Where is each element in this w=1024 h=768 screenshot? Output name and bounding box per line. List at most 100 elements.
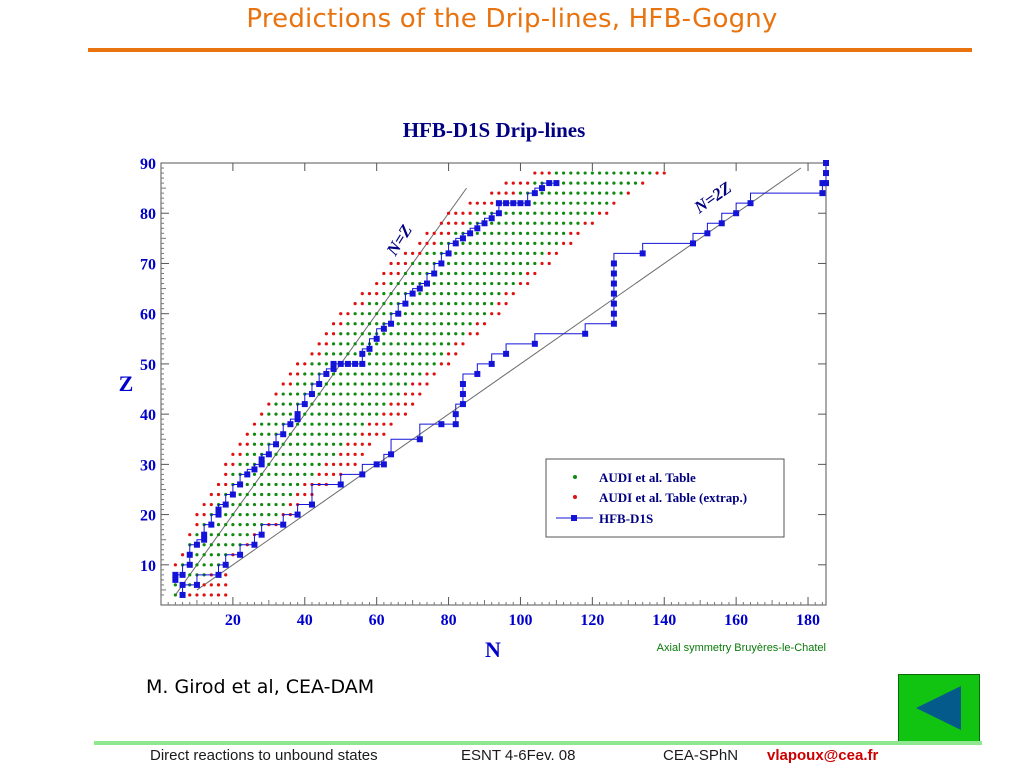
audi-point <box>303 422 307 426</box>
audi-point <box>281 492 285 497</box>
audi-point <box>461 261 465 266</box>
audi-point <box>360 412 364 416</box>
proton-drip-line-point <box>251 466 258 473</box>
audi-point <box>375 342 379 346</box>
audi-point <box>576 171 580 175</box>
audi-point <box>389 281 393 286</box>
audi-point <box>245 492 249 497</box>
proton-drip-line-point <box>294 411 301 418</box>
legend-label-hfb: HFB-D1S <box>599 511 653 526</box>
audi-point <box>403 271 408 276</box>
audi-point <box>547 191 551 195</box>
proton-drip-line-point <box>531 190 538 197</box>
audi-point <box>561 221 566 225</box>
audi-point <box>518 211 523 215</box>
y-axis-label: Z <box>119 371 134 396</box>
audi-point <box>648 171 652 175</box>
audi-extrap-point <box>382 281 386 286</box>
audi-point <box>367 322 372 326</box>
audi-point <box>554 191 559 195</box>
audi-point <box>209 533 213 537</box>
audi-point <box>418 312 422 316</box>
audi-point <box>504 231 508 235</box>
audi-point <box>360 372 364 376</box>
audi-extrap-point <box>403 251 408 256</box>
audi-extrap-point <box>490 191 494 195</box>
neutron-drip-line-point <box>337 481 344 488</box>
audi-point <box>216 523 221 527</box>
audi-point <box>461 251 465 256</box>
audi-extrap-point <box>439 231 443 235</box>
x-tick-label-20: 20 <box>225 612 241 629</box>
audi-point <box>612 191 616 195</box>
audi-point <box>260 482 264 487</box>
audi-point <box>518 271 523 276</box>
audi-point <box>411 271 415 276</box>
audi-point <box>403 382 408 386</box>
audi-point <box>303 432 307 436</box>
audi-point <box>411 312 415 316</box>
audi-point <box>490 241 494 245</box>
reference-line-n-eq-z <box>174 187 467 596</box>
audi-extrap-point <box>403 261 408 266</box>
footer-event: ESNT 4-6Fev. 08 <box>461 747 576 764</box>
audi-point <box>482 291 487 296</box>
audi-point <box>439 291 443 296</box>
audi-extrap-point <box>461 342 465 346</box>
back-button[interactable] <box>898 674 980 742</box>
audi-point <box>245 502 249 507</box>
audi-point <box>382 291 386 296</box>
audi-point <box>554 171 559 175</box>
audi-point <box>288 432 293 436</box>
axis-ticks: 20 40 60 80 100 120 140 160 180 10 20 30 40 50 60 70 80 9… <box>140 156 826 629</box>
audi-point <box>331 342 336 346</box>
audi-point <box>252 523 257 527</box>
audi-point <box>425 342 429 346</box>
slide-title: Predictions of the Drip-lines, HFB-Gogny <box>246 4 778 34</box>
audi-point <box>425 312 429 316</box>
audi-point <box>245 462 249 466</box>
audi-point <box>331 432 336 436</box>
audi-extrap-point <box>195 593 199 597</box>
neutron-drip-line-point <box>215 571 222 578</box>
audi-point <box>195 553 199 557</box>
audi-point <box>353 412 357 416</box>
audi-point <box>540 211 544 215</box>
proton-drip-line-point <box>481 220 488 227</box>
neutron-drip-line-point <box>690 240 696 247</box>
audi-point <box>252 432 257 436</box>
proton-drip-line-point <box>539 185 546 192</box>
audi-point <box>533 241 537 245</box>
proton-drip-line-point <box>258 461 265 468</box>
audi-point <box>439 352 443 356</box>
audi-extrap-point <box>224 583 228 587</box>
audi-point <box>482 241 487 245</box>
audi-extrap-point <box>367 432 372 436</box>
audi-point <box>518 191 523 195</box>
audi-point <box>411 352 415 356</box>
audi-extrap-point <box>295 492 300 497</box>
audi-extrap-point <box>396 412 400 416</box>
audi-point <box>403 342 408 346</box>
audi-point <box>439 281 443 286</box>
audi-point <box>360 422 364 426</box>
audi-extrap-point <box>382 412 386 416</box>
audi-extrap-point <box>662 171 666 175</box>
audi-point <box>446 322 451 326</box>
audi-point <box>432 302 436 306</box>
audi-point <box>288 492 293 497</box>
footer-email[interactable]: vlapoux@cea.fr <box>767 747 879 764</box>
neutron-drip-line-point <box>388 451 395 458</box>
audi-extrap-point <box>511 291 515 296</box>
audi-point <box>260 492 264 497</box>
audi-extrap-point <box>188 533 192 537</box>
audi-extrap-point <box>252 422 257 426</box>
proton-drip-line-point <box>208 521 215 528</box>
audi-point <box>526 241 530 245</box>
proton-drip-line-point <box>373 335 380 342</box>
audi-extrap-point <box>202 583 206 587</box>
audi-extrap-point <box>425 382 429 386</box>
audi-point <box>303 372 307 376</box>
audi-point <box>526 261 530 266</box>
audi-extrap-point <box>331 332 336 336</box>
